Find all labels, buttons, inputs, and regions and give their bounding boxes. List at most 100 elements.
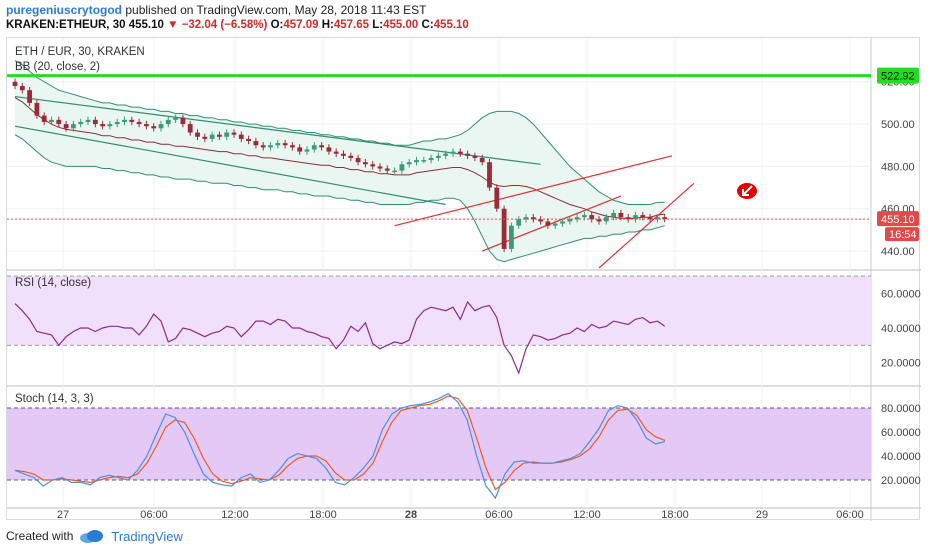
low-label: L: bbox=[372, 19, 384, 31]
candle-body bbox=[107, 124, 113, 127]
red-arrow-icon bbox=[737, 183, 757, 199]
chart-container[interactable]: 440.00460.00480.00500.00520.00522.92455.… bbox=[6, 37, 921, 521]
candle-body bbox=[100, 124, 105, 127]
time-tick-label: 29 bbox=[756, 509, 768, 521]
price-tick-label: 500.00 bbox=[881, 119, 915, 131]
candle-body bbox=[633, 215, 638, 220]
candle-body bbox=[19, 85, 25, 91]
candle-body bbox=[501, 208, 507, 249]
last-price: 455.10 bbox=[128, 19, 164, 31]
candle-body bbox=[144, 124, 149, 127]
candle-body bbox=[509, 225, 514, 249]
candle-body bbox=[545, 221, 551, 226]
bollinger-basis-line bbox=[14, 97, 665, 219]
candle-body bbox=[195, 132, 200, 137]
price-tick-label: 440.00 bbox=[881, 246, 915, 258]
price-tick-label: 480.00 bbox=[881, 161, 915, 173]
rsi-line bbox=[14, 300, 666, 375]
open-value: 457.09 bbox=[283, 19, 319, 31]
candle-body bbox=[319, 145, 324, 148]
time-tick-label: 06:00 bbox=[485, 509, 513, 521]
rsi-tick-label: 40.0000 bbox=[881, 323, 921, 335]
time-tick-label: 12:00 bbox=[221, 509, 249, 521]
candle-body bbox=[479, 157, 485, 163]
high-value: 457.65 bbox=[333, 19, 370, 31]
time-tick-label: 12:00 bbox=[573, 509, 601, 521]
candle-body bbox=[275, 143, 281, 146]
bollinger-band-fill bbox=[15, 60, 665, 262]
stoch-tick-label: 20.0000 bbox=[881, 475, 921, 487]
candle-body bbox=[63, 124, 69, 129]
candle-body bbox=[231, 132, 237, 135]
candle-body bbox=[290, 145, 295, 148]
time-tick-label: 18:00 bbox=[661, 509, 689, 521]
candle-body bbox=[414, 160, 419, 163]
candle-body bbox=[333, 151, 339, 154]
candle-body bbox=[406, 162, 412, 165]
candle-body bbox=[516, 219, 522, 226]
candle-body bbox=[567, 219, 573, 222]
candle-body bbox=[56, 119, 62, 125]
last-price-label: 455.10 bbox=[881, 214, 915, 226]
candle-body bbox=[655, 217, 660, 220]
level-price-label: 522.92 bbox=[881, 71, 915, 83]
stoch-tick-label: 40.0000 bbox=[881, 451, 921, 463]
author-link[interactable]: puregeniuscrytogod bbox=[6, 3, 123, 17]
candle-body bbox=[457, 151, 463, 154]
candle-body bbox=[282, 143, 288, 146]
candle-body bbox=[49, 119, 54, 122]
time-tick-label: 27 bbox=[57, 509, 69, 521]
candle-body bbox=[552, 223, 558, 226]
candle-body bbox=[436, 155, 441, 158]
candle-body bbox=[158, 124, 164, 129]
stoch-tick-label: 60.0000 bbox=[881, 427, 921, 439]
candle-body bbox=[268, 145, 273, 148]
time-tick-label: 28 bbox=[405, 509, 417, 521]
candle-body bbox=[443, 153, 449, 156]
rsi-tick-label: 60.0000 bbox=[881, 288, 921, 300]
candle-body bbox=[173, 117, 178, 120]
candle-body bbox=[341, 153, 346, 156]
rsi-tick-label: 20.0000 bbox=[881, 358, 921, 370]
candle-body bbox=[238, 134, 244, 139]
candle-body bbox=[421, 160, 427, 162]
candle-body bbox=[253, 141, 259, 146]
candle-body bbox=[326, 147, 332, 152]
candle-body bbox=[12, 81, 18, 86]
stoch-band-fill bbox=[7, 408, 871, 480]
tradingview-cloud-icon bbox=[80, 530, 104, 543]
candle-body bbox=[465, 153, 470, 156]
chart-svg[interactable]: 440.00460.00480.00500.00520.00522.92455.… bbox=[7, 38, 921, 521]
candle-body bbox=[589, 215, 595, 220]
candle-body bbox=[472, 155, 478, 158]
candle-body bbox=[596, 219, 602, 222]
close-label: C: bbox=[421, 19, 434, 31]
candle-body bbox=[523, 217, 529, 220]
candle-body bbox=[92, 119, 98, 125]
countdown-tag bbox=[885, 227, 919, 242]
candle-body bbox=[71, 124, 76, 129]
bollinger-label: BB (20, close, 2) bbox=[15, 61, 100, 73]
symbol-label: KRAKEN:ETHEUR, 30 bbox=[6, 19, 126, 31]
candle-body bbox=[311, 145, 317, 150]
candle-body bbox=[202, 136, 208, 139]
candle-body bbox=[136, 121, 142, 125]
candle-body bbox=[384, 168, 390, 171]
bollinger-upper-line bbox=[14, 60, 665, 205]
candle-body bbox=[625, 217, 631, 220]
candle-body bbox=[611, 212, 616, 218]
candle-body bbox=[246, 138, 251, 142]
candle-body bbox=[34, 102, 40, 116]
countdown-label: 16:54 bbox=[889, 229, 917, 241]
time-tick-label: 06:00 bbox=[836, 509, 864, 521]
candle-body bbox=[122, 119, 127, 122]
stoch-k-line bbox=[14, 392, 666, 500]
chart-title: ETH / EUR, 30, KRAKEN bbox=[15, 46, 145, 58]
candle-body bbox=[129, 119, 135, 122]
symbol-line: KRAKEN:ETHEUR, 30 455.10 ▼ −32.04 (−6.58… bbox=[6, 19, 469, 31]
candle-body bbox=[78, 121, 84, 125]
candle-body bbox=[363, 162, 368, 165]
candle-body bbox=[187, 124, 193, 133]
last-price-tag bbox=[877, 211, 919, 227]
tradingview-brand-link[interactable]: TradingView bbox=[111, 528, 183, 544]
